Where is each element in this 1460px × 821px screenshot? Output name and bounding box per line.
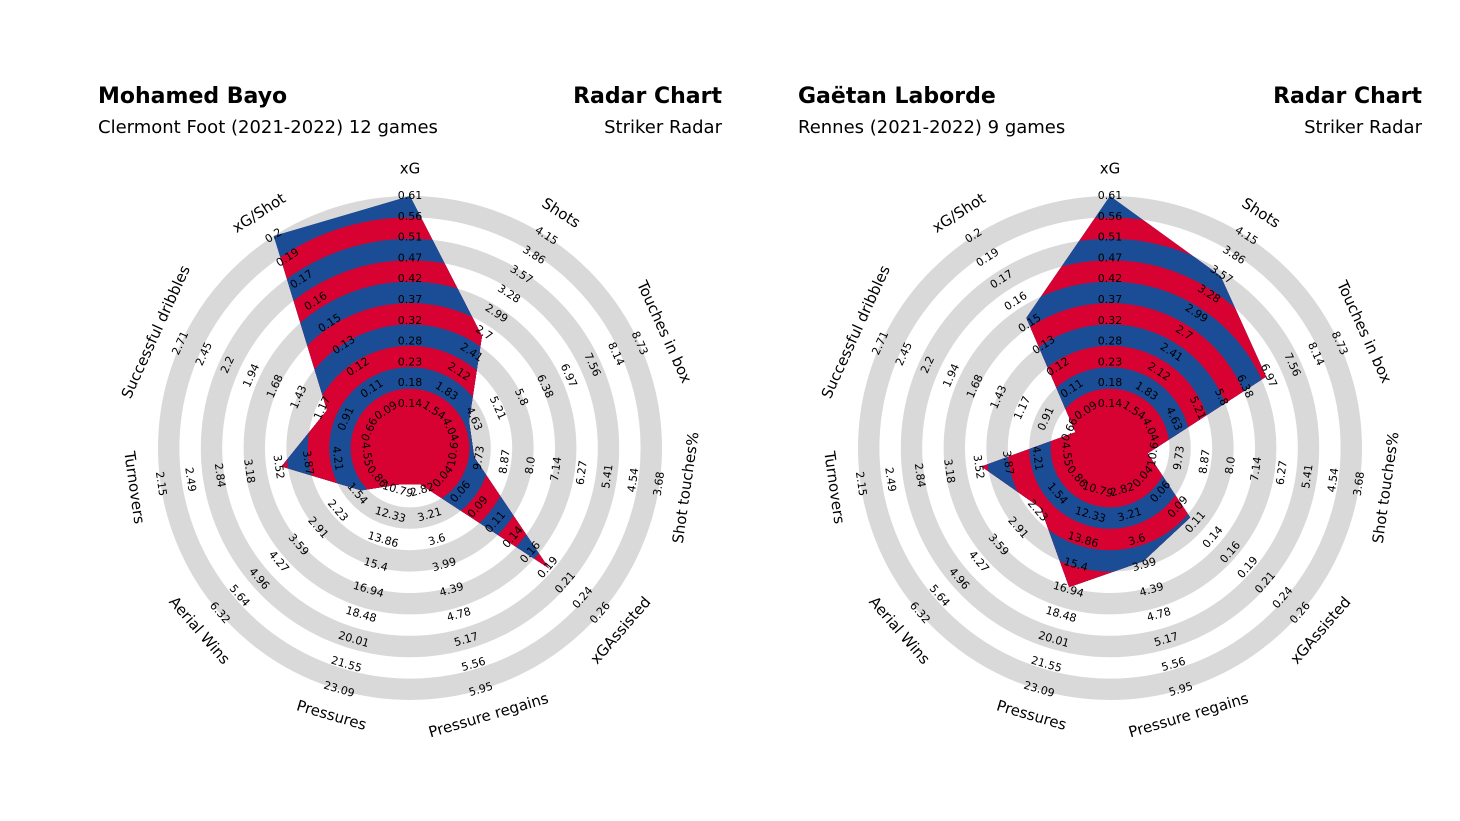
tick-label: 0.61	[398, 189, 423, 202]
tick-label: 3.18	[241, 458, 257, 484]
tick-label: 0.23	[398, 355, 423, 368]
param-label: xG	[1100, 160, 1121, 178]
tick-label: 4.54	[1325, 467, 1341, 493]
param-label: Turnovers	[820, 449, 848, 525]
radar-panel-left: Mohamed Bayo Clermont Foot (2021-2022) 1…	[98, 84, 722, 742]
tick-label: 5.41	[599, 463, 615, 489]
chart-title: Radar Chart	[573, 84, 722, 109]
param-label: Shot touches%	[669, 431, 703, 545]
tick-label: 0.37	[1098, 293, 1123, 306]
tick-label: 2.84	[212, 462, 228, 488]
tick-label: 4.21	[329, 445, 345, 471]
tick-label: 0.23	[1098, 355, 1123, 368]
tick-label: 3.87	[300, 450, 316, 476]
radar-chart: 0.14 0.18 0.23 0.28 0.32 0.37 0.42 0.47 0.51 0.56…	[818, 160, 1403, 742]
player-name: Mohamed Bayo	[98, 84, 288, 109]
tick-label: 0.61	[1098, 189, 1123, 202]
tick-label: 7.14	[1248, 456, 1264, 482]
tick-label: 3.68	[651, 471, 667, 497]
tick-label: 8.0	[1223, 456, 1238, 475]
tick-label: 3.68	[1351, 471, 1367, 497]
tick-label: 0.42	[398, 272, 423, 285]
param-label: Turnovers	[120, 449, 148, 525]
tick-label: 8.87	[1196, 449, 1212, 475]
tick-label: 0.47	[1098, 251, 1123, 264]
tick-label: 8.0	[523, 456, 538, 475]
tick-label: 0.28	[1098, 335, 1123, 348]
tick-label: 3.52	[271, 454, 287, 480]
tick-label: 3.87	[1000, 450, 1016, 476]
tick-label: 2.49	[182, 467, 198, 493]
tick-label: 0.56	[1098, 210, 1123, 223]
team-season-line: Clermont Foot (2021-2022) 12 games	[98, 117, 438, 138]
tick-label: 6.27	[574, 460, 590, 486]
chart-subtitle: Striker Radar	[604, 117, 722, 138]
tick-label: 10.6	[445, 441, 461, 467]
radar-panel-right: Gaëtan Laborde Rennes (2021-2022) 9 game…	[700, 0, 1430, 821]
param-label: xG	[400, 160, 421, 178]
tick-label: 9.73	[1171, 445, 1187, 471]
tick-label: 0.14	[1098, 397, 1123, 410]
tick-label: 4.55	[1059, 441, 1075, 467]
tick-label: 0.37	[398, 293, 423, 306]
chart-subtitle: Striker Radar	[1304, 117, 1422, 138]
tick-label: 5.41	[1299, 463, 1315, 489]
tick-label: 4.21	[1029, 445, 1045, 471]
tick-label: 3.18	[941, 458, 957, 484]
tick-label: 0.47	[398, 251, 423, 264]
tick-label: 0.51	[398, 231, 423, 244]
tick-label: 0.32	[398, 314, 423, 327]
param-label: Pressures	[295, 696, 369, 734]
team-season-line: Rennes (2021-2022) 9 games	[798, 117, 1066, 138]
tick-label: 0.14	[398, 397, 423, 410]
radar-chart: 0.14 0.18 0.23 0.28 0.32 0.37 0.42 0.47 0.51 0.56…	[118, 160, 703, 742]
tick-label: 0.18	[398, 376, 423, 389]
tick-label: 0.56	[398, 210, 423, 223]
tick-label: 2.84	[912, 462, 928, 488]
tick-label: 7.14	[548, 456, 564, 482]
tick-label: 0.32	[1098, 314, 1123, 327]
player-name: Gaëtan Laborde	[798, 84, 996, 109]
tick-label: 3.6	[427, 531, 447, 548]
tick-label: 0.51	[1098, 231, 1123, 244]
tick-label: 3.6	[1127, 531, 1147, 548]
tick-label: 6.27	[1274, 460, 1290, 486]
param-label: Pressures	[995, 696, 1069, 734]
param-label: Shot touches%	[1369, 431, 1403, 545]
tick-label: 3.52	[971, 454, 987, 480]
tick-label: 0.42	[1098, 272, 1123, 285]
tick-label: 4.54	[625, 467, 641, 493]
tick-label: 10.6	[1145, 441, 1161, 467]
tick-label: 0.18	[1098, 376, 1123, 389]
tick-label: 2.15	[853, 471, 869, 497]
tick-label: 8.87	[496, 449, 512, 475]
tick-label: 4.55	[359, 441, 375, 467]
chart-title: Radar Chart	[1273, 84, 1422, 109]
tick-label: 2.49	[882, 467, 898, 493]
tick-label: 0.28	[398, 335, 423, 348]
tick-label: 2.15	[153, 471, 169, 497]
tick-label: 9.73	[471, 445, 487, 471]
